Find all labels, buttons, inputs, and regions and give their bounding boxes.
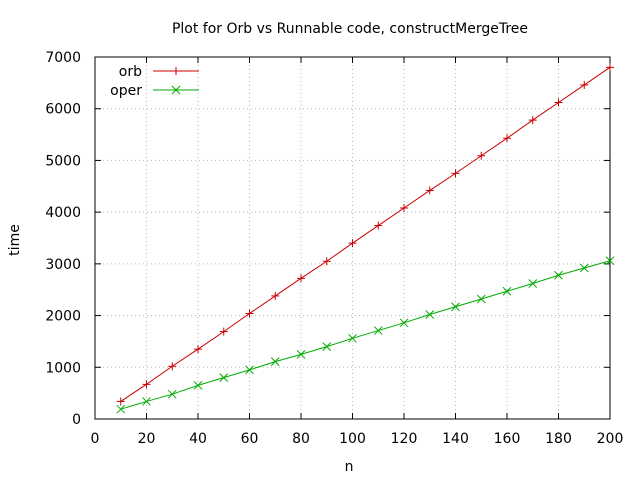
data-point-orb xyxy=(297,274,305,283)
data-point-oper xyxy=(425,310,435,319)
data-point-orb xyxy=(116,397,125,406)
data-point-oper xyxy=(373,326,383,335)
x-tick-label: 100 xyxy=(339,431,366,447)
cross-marker-b xyxy=(219,373,229,382)
cross-marker-b xyxy=(116,404,126,414)
data-point-oper xyxy=(605,256,615,266)
y-tick-label: 1000 xyxy=(45,360,81,376)
data-point-orb xyxy=(477,151,486,160)
cross-marker-b xyxy=(476,294,486,304)
cross-marker-b xyxy=(451,302,460,312)
cross-marker-b xyxy=(245,365,254,375)
legend: orb oper xyxy=(110,64,199,99)
cross-marker-b xyxy=(605,256,615,266)
x-tick-label: 120 xyxy=(391,431,418,447)
data-point-oper xyxy=(245,365,254,375)
y-axis-label: time xyxy=(7,224,23,256)
data-point-oper xyxy=(348,333,357,343)
data-point-orb xyxy=(142,380,151,389)
legend-label-orb: orb xyxy=(119,64,142,80)
data-point-oper xyxy=(219,373,229,382)
data-point-orb xyxy=(425,186,434,195)
grid-lines xyxy=(95,57,610,419)
y-tick-label: 4000 xyxy=(45,205,81,221)
cross-marker-b xyxy=(399,318,409,328)
cross-marker-b xyxy=(270,357,280,366)
x-tick-label: 160 xyxy=(494,431,521,447)
data-point-oper xyxy=(142,397,151,406)
data-point-orb xyxy=(245,309,254,318)
x-tick-label: 140 xyxy=(442,431,469,447)
cross-marker-b xyxy=(193,381,203,390)
data-point-orb xyxy=(554,98,563,107)
y-tick-label: 5000 xyxy=(45,153,81,169)
x-tick-label: 200 xyxy=(597,431,624,447)
data-point-orb xyxy=(374,221,383,230)
x-tick-label: 40 xyxy=(189,431,207,447)
data-point-orb xyxy=(528,116,537,125)
data-point-oper xyxy=(167,389,177,399)
data-point-oper xyxy=(296,350,306,359)
data-point-oper xyxy=(451,302,460,312)
data-point-oper xyxy=(476,294,486,304)
data-point-oper xyxy=(322,342,332,351)
y-tick-label: 7000 xyxy=(45,50,81,66)
data-point-oper xyxy=(579,263,589,273)
series-oper xyxy=(116,256,615,414)
y-tick-label: 2000 xyxy=(45,309,81,325)
x-tick-label: 180 xyxy=(545,431,572,447)
series-orb xyxy=(116,63,614,406)
data-point-orb xyxy=(503,134,511,143)
data-point-orb xyxy=(348,239,357,248)
x-tick-label: 80 xyxy=(292,431,310,447)
cross-marker-b xyxy=(579,263,589,273)
series-line-orb xyxy=(120,66,611,402)
cross-marker-b xyxy=(348,333,357,343)
data-point-orb xyxy=(168,362,177,371)
cross-marker-b xyxy=(528,279,538,288)
x-tick-label: 20 xyxy=(138,431,156,447)
cross-marker-b xyxy=(322,342,332,351)
cross-marker-b xyxy=(171,85,181,95)
x-tick-label: 60 xyxy=(241,431,259,447)
cross-marker-b xyxy=(425,310,435,319)
y-tick-label: 0 xyxy=(72,412,81,428)
data-point-orb xyxy=(194,345,202,354)
legend-label-oper: oper xyxy=(110,83,142,99)
cross-marker-b xyxy=(142,397,151,406)
data-point-orb xyxy=(271,291,280,300)
data-point-orb xyxy=(580,80,589,89)
data-point-orb xyxy=(451,169,460,178)
data-point-orb xyxy=(400,204,408,213)
series-line-oper xyxy=(120,260,611,410)
y-tick-label: 3000 xyxy=(45,257,81,273)
chart-title: Plot for Orb vs Runnable code, construct… xyxy=(172,21,528,37)
series-layer xyxy=(116,63,615,414)
data-point-oper xyxy=(502,286,512,296)
cross-marker-b xyxy=(554,270,563,280)
data-point-oper xyxy=(528,279,538,288)
x-tick-label: 0 xyxy=(91,431,100,447)
x-axis-label: n xyxy=(345,459,354,475)
cross-marker-b xyxy=(167,389,177,399)
data-point-orb xyxy=(606,63,614,72)
cross-marker-b xyxy=(373,326,383,335)
cross-marker-b xyxy=(502,286,512,296)
data-point-orb xyxy=(219,327,228,336)
data-point-orb xyxy=(322,257,331,266)
cross-marker-b xyxy=(296,350,306,359)
data-point-oper xyxy=(399,318,409,328)
data-point-oper xyxy=(193,381,203,390)
axis-ticks: 0 20 40 60 80 100 120 140 160 180 2000100020003000… xyxy=(45,50,623,447)
legend-marker-orb xyxy=(172,67,180,75)
data-point-oper xyxy=(116,404,126,414)
data-point-oper xyxy=(554,270,563,280)
y-tick-label: 6000 xyxy=(45,102,81,118)
legend-marker-oper xyxy=(171,85,181,95)
data-point-oper xyxy=(270,357,280,366)
